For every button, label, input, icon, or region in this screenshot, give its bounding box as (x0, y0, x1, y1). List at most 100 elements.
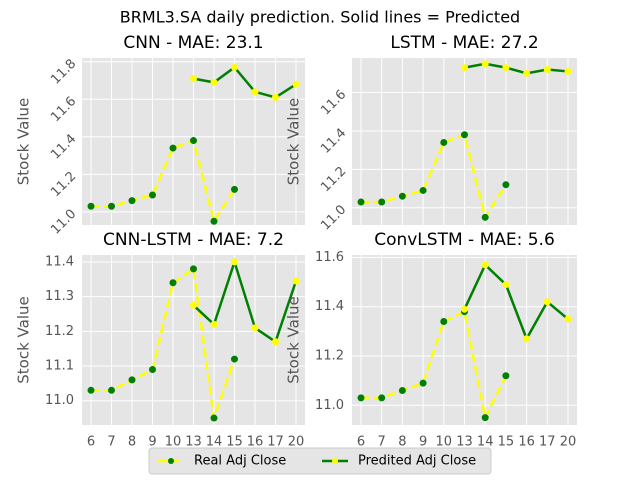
y-tick-label: 11.2 (315, 349, 344, 364)
x-tick-label: 15 (226, 435, 243, 450)
x-tick-label: 15 (498, 435, 515, 450)
data-point (190, 265, 197, 273)
data-point (231, 185, 238, 193)
series-line (361, 133, 507, 221)
data-point (502, 181, 510, 189)
data-point (231, 258, 238, 266)
data-point (543, 298, 551, 306)
y-tick-label: 11.4 (45, 254, 74, 269)
x-tick-label: 9 (148, 435, 156, 450)
data-point (419, 186, 427, 194)
y-tick-label: 11.2 (318, 164, 349, 195)
data-point (398, 387, 406, 395)
x-tick-label: 10 (436, 435, 453, 450)
series-line (91, 266, 236, 419)
data-point (481, 213, 489, 221)
data-point (149, 365, 156, 373)
data-point (272, 93, 279, 101)
data-point (190, 75, 197, 83)
chart-title: CNN - MAE: 23.1 (123, 33, 263, 53)
x-tick-label: 14 (477, 435, 494, 450)
y-tick-label: 11.0 (318, 202, 349, 233)
y-axis-label: Stock Value (15, 98, 33, 185)
y-tick-label: 11.4 (48, 132, 79, 163)
data-point (190, 301, 197, 309)
data-point (210, 320, 218, 328)
data-point (128, 376, 136, 384)
data-point (251, 88, 259, 96)
chart-title: CNN-LSTM - MAE: 7.2 (103, 230, 284, 250)
series-line (192, 257, 298, 344)
data-point (440, 138, 448, 146)
data-point (210, 414, 218, 422)
x-tick-label: 10 (165, 435, 182, 450)
data-point (231, 355, 238, 363)
data-point (440, 318, 448, 326)
data-point (523, 335, 531, 343)
data-point (272, 338, 279, 346)
data-point (419, 379, 427, 387)
x-tick-label: 13 (456, 435, 473, 450)
chart-title: ConvLSTM - MAE: 5.6 (374, 230, 555, 250)
data-point (210, 217, 218, 225)
data-point (210, 78, 218, 86)
data-point (149, 191, 156, 199)
x-tick-label: 9 (419, 435, 427, 450)
data-point (357, 198, 365, 206)
y-tick-label: 11.2 (45, 324, 74, 339)
legend-label: Predited Adj Close (358, 454, 476, 469)
data-point (543, 66, 551, 74)
x-tick-label: 20 (560, 435, 577, 450)
data-point (251, 324, 259, 332)
x-tick-label: 17 (267, 435, 284, 450)
y-tick-label: 11.8 (48, 56, 79, 87)
x-tick-label: 7 (378, 435, 386, 450)
legend-marker (168, 458, 174, 464)
data-point (357, 394, 365, 402)
data-point (378, 394, 386, 402)
data-point (87, 202, 95, 210)
data-point (398, 192, 406, 200)
x-tick-label: 6 (357, 435, 365, 450)
data-point (481, 261, 489, 269)
data-point (108, 202, 115, 210)
data-point (87, 386, 95, 394)
data-point (502, 281, 510, 289)
chart-title: LSTM - MAE: 27.2 (390, 33, 538, 53)
x-tick-label: 6 (87, 435, 95, 450)
data-point (564, 315, 572, 323)
data-point (292, 277, 300, 285)
data-point (128, 197, 136, 205)
data-point (481, 60, 489, 68)
x-tick-label: 14 (206, 435, 223, 450)
data-point (169, 279, 177, 287)
data-point (502, 372, 510, 380)
data-point (523, 69, 531, 77)
y-tick-label: 11.2 (48, 169, 79, 200)
y-tick-label: 11.1 (45, 359, 74, 374)
y-tick-label: 11.0 (48, 207, 79, 238)
x-tick-label: 16 (518, 435, 535, 450)
legend-box (148, 447, 492, 475)
y-axis-label: Stock Value (285, 98, 303, 185)
data-point (564, 67, 572, 75)
suptitle: BRML3.SA daily prediction. Solid lines =… (120, 8, 520, 27)
data-point (461, 131, 468, 139)
y-tick-label: 11.4 (318, 126, 349, 157)
y-tick-label: 11.6 (315, 250, 344, 265)
y-tick-label: 11.0 (315, 398, 344, 413)
data-point (169, 144, 177, 152)
x-tick-label: 8 (128, 435, 136, 450)
x-tick-label: 13 (185, 435, 202, 450)
y-tick-label: 11.4 (315, 299, 344, 314)
y-tick-label: 11.6 (318, 87, 349, 118)
y-tick-label: 11.3 (45, 289, 74, 304)
data-point (378, 198, 386, 206)
data-point (231, 63, 238, 71)
x-tick-label: 8 (398, 435, 406, 450)
data-point (461, 305, 468, 313)
y-axis-label: Stock Value (15, 296, 33, 383)
x-tick-label: 17 (539, 435, 556, 450)
data-point (108, 386, 115, 394)
legend-label: Real Adj Close (194, 454, 286, 469)
